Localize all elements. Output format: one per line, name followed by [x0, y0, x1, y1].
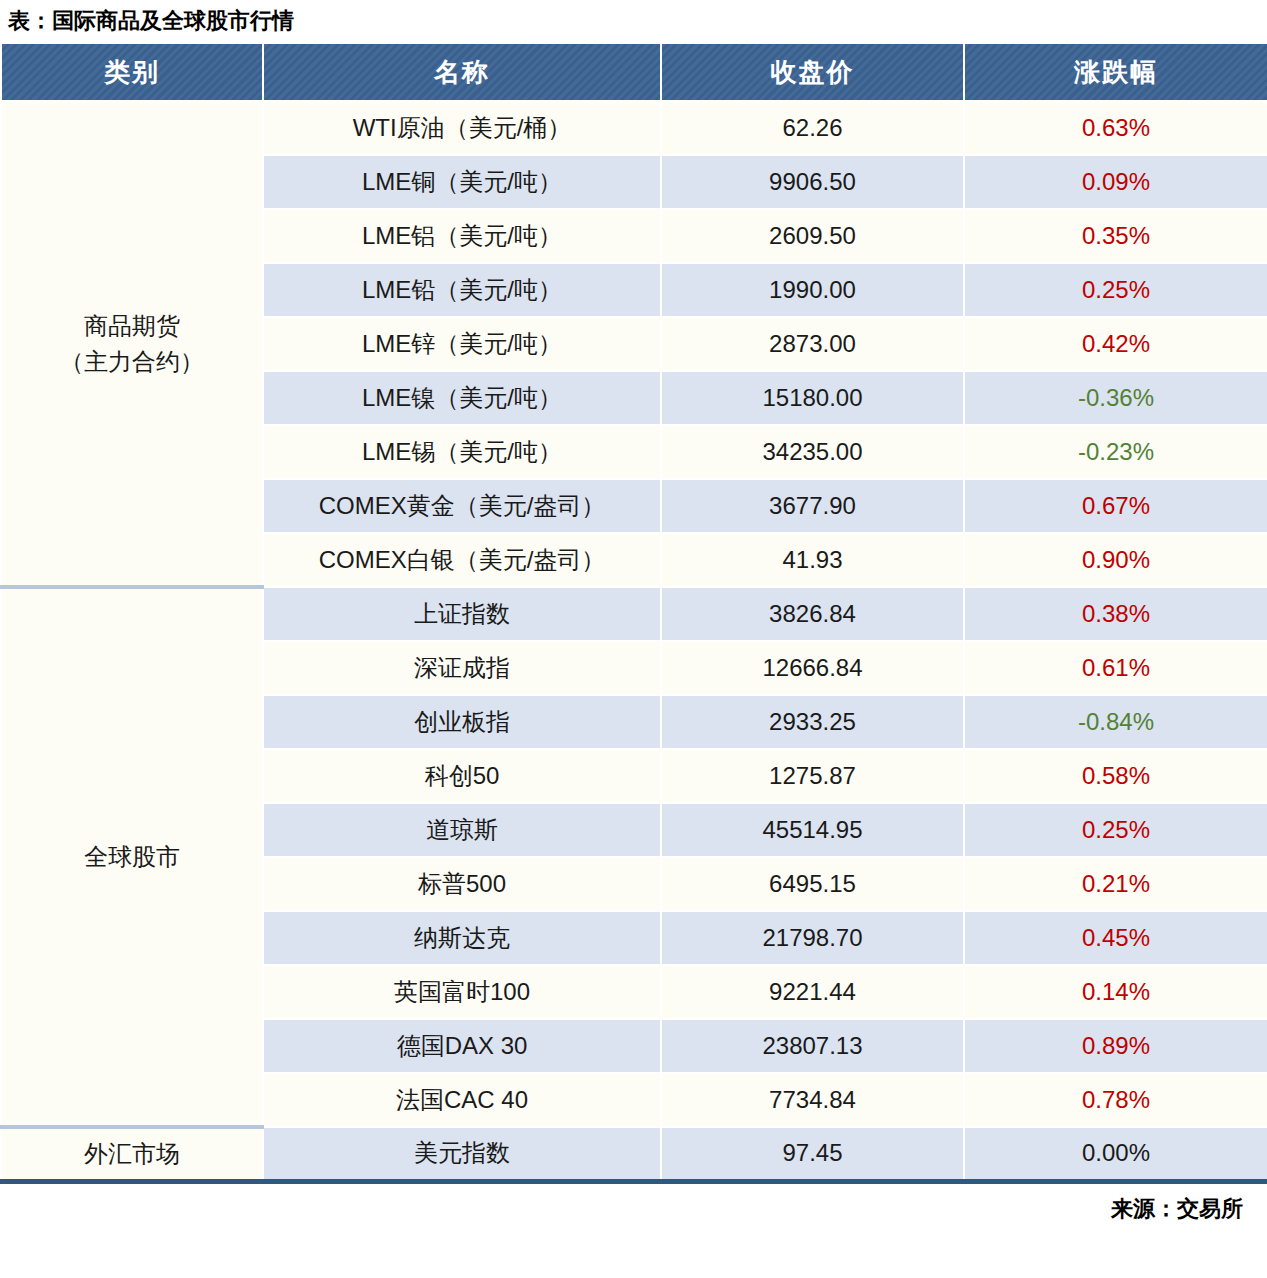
name-cell: 纳斯达克 [263, 911, 661, 965]
close-cell: 21798.70 [661, 911, 964, 965]
category-cell: 全球股市 [1, 587, 263, 1127]
close-cell: 15180.00 [661, 371, 964, 425]
name-cell: LME锌（美元/吨） [263, 317, 661, 371]
table-body: 商品期货（主力合约）WTI原油（美元/桶）62.260.63%LME铜（美元/吨… [1, 101, 1267, 1181]
market-table: 类别 名称 收盘价 涨跌幅 商品期货（主力合约）WTI原油（美元/桶）62.26… [0, 42, 1267, 1184]
category-label-line: （主力合约） [2, 344, 262, 380]
name-cell: COMEX白银（美元/盎司） [263, 533, 661, 587]
name-cell: COMEX黄金（美元/盎司） [263, 479, 661, 533]
change-cell: 0.42% [964, 317, 1267, 371]
page-title: 表：国际商品及全球股市行情 [8, 8, 1267, 34]
category-cell: 外汇市场 [1, 1127, 263, 1181]
name-cell: 标普500 [263, 857, 661, 911]
change-cell: 0.78% [964, 1073, 1267, 1127]
close-cell: 2609.50 [661, 209, 964, 263]
change-cell: -0.23% [964, 425, 1267, 479]
close-cell: 1990.00 [661, 263, 964, 317]
change-cell: 0.21% [964, 857, 1267, 911]
close-cell: 3826.84 [661, 587, 964, 641]
header-cell-category: 类别 [1, 43, 263, 101]
close-cell: 41.93 [661, 533, 964, 587]
name-cell: 科创50 [263, 749, 661, 803]
name-cell: WTI原油（美元/桶） [263, 101, 661, 155]
change-cell: -0.36% [964, 371, 1267, 425]
close-cell: 6495.15 [661, 857, 964, 911]
change-cell: 0.63% [964, 101, 1267, 155]
close-cell: 2873.00 [661, 317, 964, 371]
category-cell: 商品期货（主力合约） [1, 101, 263, 587]
change-cell: 0.45% [964, 911, 1267, 965]
name-cell: LME锡（美元/吨） [263, 425, 661, 479]
change-cell: 0.25% [964, 803, 1267, 857]
close-cell: 1275.87 [661, 749, 964, 803]
close-cell: 9906.50 [661, 155, 964, 209]
category-label-line: 外汇市场 [2, 1136, 262, 1172]
name-cell: 创业板指 [263, 695, 661, 749]
close-cell: 23807.13 [661, 1019, 964, 1073]
header-cell-name: 名称 [263, 43, 661, 101]
name-cell: LME铅（美元/吨） [263, 263, 661, 317]
change-cell: 0.89% [964, 1019, 1267, 1073]
table-row: 全球股市上证指数3826.840.38% [1, 587, 1267, 641]
name-cell: 美元指数 [263, 1127, 661, 1181]
table-row: 外汇市场美元指数97.450.00% [1, 1127, 1267, 1181]
close-cell: 7734.84 [661, 1073, 964, 1127]
table-header-row: 类别 名称 收盘价 涨跌幅 [1, 43, 1267, 101]
change-cell: 0.09% [964, 155, 1267, 209]
close-cell: 12666.84 [661, 641, 964, 695]
close-cell: 9221.44 [661, 965, 964, 1019]
close-cell: 2933.25 [661, 695, 964, 749]
name-cell: 法国CAC 40 [263, 1073, 661, 1127]
change-cell: 0.25% [964, 263, 1267, 317]
close-cell: 97.45 [661, 1127, 964, 1181]
source-caption: 来源：交易所 [0, 1194, 1243, 1224]
change-cell: 0.00% [964, 1127, 1267, 1181]
name-cell: 上证指数 [263, 587, 661, 641]
header-cell-close: 收盘价 [661, 43, 964, 101]
name-cell: LME镍（美元/吨） [263, 371, 661, 425]
close-cell: 3677.90 [661, 479, 964, 533]
close-cell: 62.26 [661, 101, 964, 155]
change-cell: 0.67% [964, 479, 1267, 533]
category-label-line: 商品期货 [2, 308, 262, 344]
name-cell: 英国富时100 [263, 965, 661, 1019]
header-cell-change: 涨跌幅 [964, 43, 1267, 101]
table-row: 商品期货（主力合约）WTI原油（美元/桶）62.260.63% [1, 101, 1267, 155]
change-cell: -0.84% [964, 695, 1267, 749]
category-label-line: 全球股市 [2, 839, 262, 875]
change-cell: 0.90% [964, 533, 1267, 587]
change-cell: 0.61% [964, 641, 1267, 695]
close-cell: 45514.95 [661, 803, 964, 857]
close-cell: 34235.00 [661, 425, 964, 479]
name-cell: 道琼斯 [263, 803, 661, 857]
change-cell: 0.35% [964, 209, 1267, 263]
name-cell: 德国DAX 30 [263, 1019, 661, 1073]
name-cell: 深证成指 [263, 641, 661, 695]
change-cell: 0.38% [964, 587, 1267, 641]
change-cell: 0.58% [964, 749, 1267, 803]
name-cell: LME铝（美元/吨） [263, 209, 661, 263]
change-cell: 0.14% [964, 965, 1267, 1019]
name-cell: LME铜（美元/吨） [263, 155, 661, 209]
